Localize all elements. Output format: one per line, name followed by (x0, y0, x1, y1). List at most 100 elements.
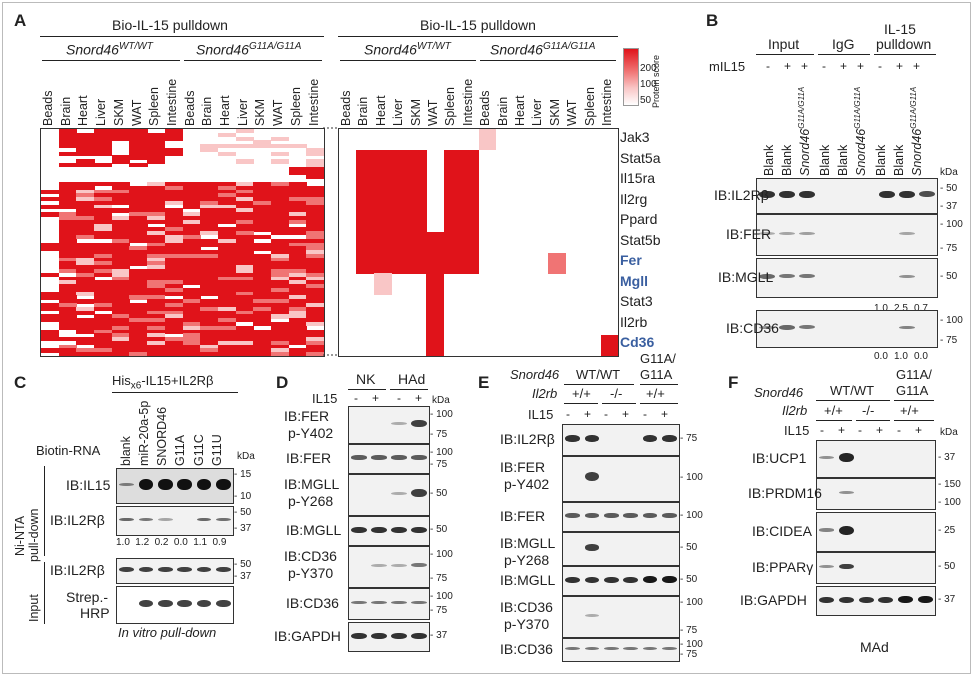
heatmap-left-cell (235, 181, 254, 187)
panel-b-lane-label: Snord46G11A/G11A (797, 86, 813, 176)
panel-f-geno-wt: WT/WT (830, 383, 875, 398)
heatmap-left-cell (182, 223, 201, 228)
heatmap-left-cell (182, 329, 201, 334)
heatmap-right-cell (373, 252, 392, 274)
heatmap-left-cell (288, 333, 307, 338)
heatmap-left-cell (58, 144, 77, 149)
heatmap-left-cell (164, 181, 183, 187)
blot-band (565, 435, 580, 442)
blot-band (157, 518, 173, 522)
heatmap-left-cell (235, 272, 254, 278)
heatmap-left-cell (76, 132, 95, 138)
heatmap-right-cell (408, 232, 427, 254)
heatmap-left-cell (111, 132, 130, 138)
heatmap-right-col-label: SKM (547, 98, 562, 126)
heatmap-right-cell (356, 232, 375, 254)
heatmap-left-cell (235, 189, 254, 194)
heatmap-left-cell (111, 284, 130, 289)
panel-label-f: F (728, 373, 739, 392)
heatmap-left-cell (41, 197, 60, 202)
heatmap-left-cell (164, 136, 183, 141)
heatmap-left-cell (129, 276, 148, 281)
panel-c-side-input: Input (27, 594, 41, 622)
heatmap-left-cell (217, 265, 237, 270)
heatmap-left-cell (200, 321, 219, 327)
heatmap-left-cell (182, 299, 201, 304)
heatmap-left-cell (270, 303, 290, 308)
heatmap-right-cell (461, 170, 479, 192)
heatmap-left-cell (306, 348, 324, 353)
heatmap-left-cell (111, 333, 130, 338)
heatmap-left-cell (94, 144, 113, 149)
heatmap-left-cell (94, 234, 113, 240)
heatmap-right-col-label: Intestine (600, 78, 614, 126)
heatmap-left-cell (129, 318, 148, 323)
heatmap-left-cell (58, 219, 77, 225)
heatmap-left-cell (217, 257, 237, 262)
panel-f-geno-mut-2: G11A (896, 383, 929, 398)
heatmap-left-cell (129, 250, 148, 255)
heatmap-left-cell (235, 310, 254, 315)
heatmap-left-cell (129, 197, 148, 202)
blot-band (584, 513, 600, 518)
heatmap-left-cell (200, 250, 219, 255)
panel-b-blot (756, 214, 938, 256)
panel-d-sign: + (372, 391, 380, 405)
heatmap-left-cell (58, 299, 77, 304)
heatmap-left-cell (235, 223, 254, 228)
panel-d-blot (348, 444, 430, 474)
heatmap-left-col-label: Liver (94, 98, 109, 126)
panel-b-quant: 0.0 (874, 351, 888, 362)
heatmap-left-cell (58, 204, 77, 209)
heatmap-left-cell (270, 291, 290, 296)
panel-b-blot-label: IB:MGLL (718, 269, 774, 285)
heatmap-left-cell (217, 340, 237, 346)
heatmap-left-cell (129, 329, 148, 334)
heatmap-left-cell (182, 189, 201, 194)
panel-f-marker: - 37 (938, 594, 956, 605)
heatmap-left-cell (147, 261, 166, 266)
blot-band (215, 567, 231, 573)
heatmap-left-cell (200, 231, 219, 236)
heatmap-left-cell (76, 181, 95, 187)
blot-band (819, 528, 835, 532)
heatmap-left-cell (200, 242, 219, 247)
heatmap-left-cell (58, 344, 77, 349)
heatmap-left-cell (58, 250, 77, 255)
gene-label: Stat3 (620, 293, 653, 309)
blot-band (759, 231, 775, 235)
blot-band (623, 576, 638, 583)
heatmap-left-cell (164, 329, 183, 334)
heatmap-left-cell (235, 352, 254, 356)
heatmap-left-cell (235, 306, 254, 312)
heatmap-left-cell (94, 193, 113, 198)
heatmap-left-cell (217, 238, 237, 243)
heatmap-left-cell (147, 291, 166, 296)
heatmap-left-cell (288, 291, 307, 296)
heatmap-left-cell (306, 212, 324, 217)
heatmap-left-cell (164, 231, 183, 236)
heatmap-right-col-label: Heart (513, 95, 527, 126)
heatmap-left-cell (306, 216, 324, 221)
heatmap-left-cell (58, 291, 77, 296)
heatmap-right-cell (391, 211, 410, 233)
heatmap-left-cell (306, 185, 324, 191)
heatmap-left-cell (288, 261, 307, 266)
heatmap-left-cell (147, 253, 166, 259)
blot-band (157, 479, 173, 490)
heatmap-left-cell (253, 189, 272, 194)
heatmap-left-cell (76, 223, 95, 228)
heatmap-left-cell (94, 348, 113, 353)
panel-e-blot-label-2: p-Y370 (504, 616, 550, 632)
panel-e-marker: - 50 (680, 542, 698, 553)
heatmap-left-cell (147, 299, 166, 304)
gene-label: Il15ra (620, 170, 656, 186)
panel-e-rb-2: -/- (610, 386, 623, 401)
heatmap-left-cell (253, 204, 272, 209)
heatmap-left-cell (111, 193, 130, 198)
heatmap-left-cell (235, 299, 254, 304)
heatmap-left-cell (129, 280, 148, 285)
heatmap-right-cell (548, 252, 567, 274)
heatmap-left-cell (129, 284, 148, 289)
heatmap-left-cell (76, 337, 95, 342)
